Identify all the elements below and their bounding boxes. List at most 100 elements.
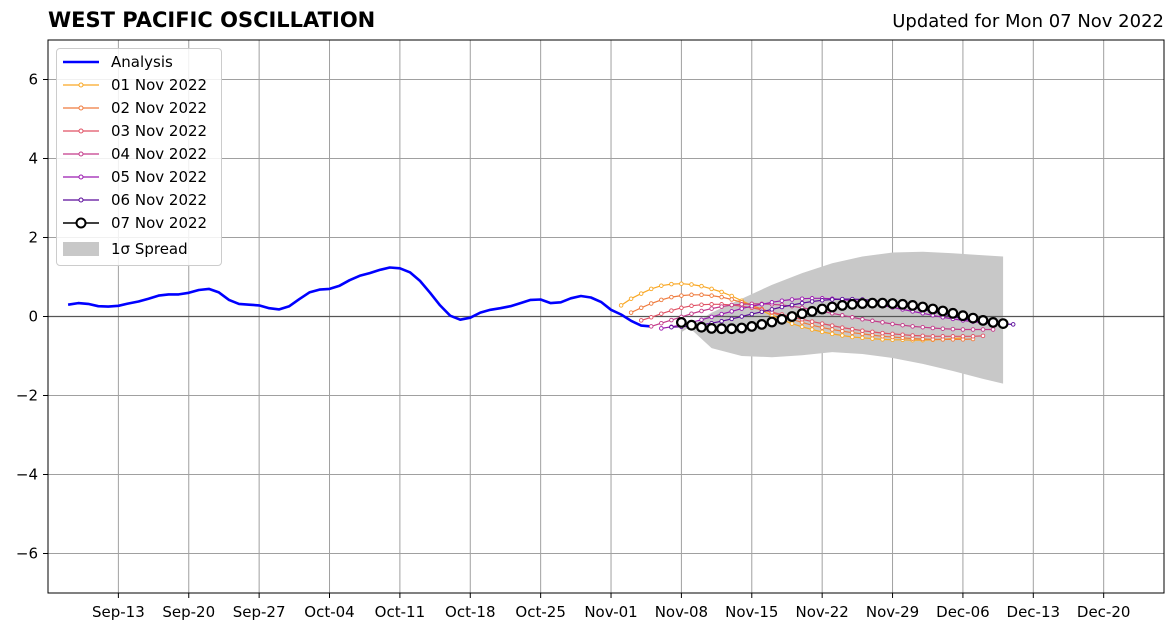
legend-swatch-icon	[63, 242, 99, 256]
forecast-point	[829, 327, 835, 332]
forecast-point	[857, 298, 868, 309]
forecast-point	[759, 302, 765, 307]
forecast-point	[709, 302, 714, 307]
forecast-point	[746, 321, 758, 332]
forecast-point	[659, 297, 664, 303]
forecast-point	[709, 286, 714, 292]
forecast-point	[920, 324, 925, 330]
forecast-point	[930, 325, 936, 331]
forecast-point	[779, 298, 785, 303]
forecast-point	[829, 323, 835, 328]
forecast-point	[870, 318, 875, 324]
forecast-point	[829, 297, 835, 302]
forecast-point	[769, 307, 775, 312]
forecast-point	[917, 301, 929, 313]
x-tick-label: Oct-11	[375, 603, 425, 621]
forecast-point	[900, 322, 905, 328]
x-tick-label: Oct-25	[515, 603, 565, 621]
forecast-point	[759, 309, 765, 315]
forecast-point	[729, 297, 734, 302]
forecast-point	[840, 325, 845, 330]
forecast-point	[860, 317, 865, 322]
forecast-point	[809, 319, 815, 324]
legend-item-forecast: 02 Nov 2022	[57, 98, 221, 118]
forecast-point	[719, 311, 724, 317]
forecast-point	[669, 281, 674, 287]
legend: Analysis 01 Nov 2022 02 Nov 2022 03 Nov …	[56, 48, 222, 266]
legend-item-forecast: 01 Nov 2022	[57, 75, 221, 95]
forecast-point	[669, 308, 674, 313]
forecast-point	[850, 334, 855, 340]
forecast-point	[679, 281, 684, 286]
forecast-point	[970, 327, 976, 332]
forecast-point	[900, 332, 905, 337]
forecast-point	[669, 317, 674, 323]
legend-swatch-icon	[63, 60, 99, 64]
x-tick-label: Sep-27	[233, 603, 286, 621]
forecast-point	[729, 316, 734, 322]
forecast-point	[796, 308, 808, 320]
forecast-point	[729, 309, 734, 314]
forecast-point	[648, 315, 654, 320]
forecast-point	[786, 311, 798, 322]
forecast-point	[686, 319, 697, 331]
forecast-point	[819, 298, 825, 303]
forecast-point	[880, 330, 885, 336]
forecast-point	[890, 331, 895, 337]
x-axis: Sep-13 Sep-20 Sep-27 Oct-04 Oct-11 Oct-18 Oct-…	[92, 593, 1130, 621]
legend-label: Analysis	[111, 53, 173, 71]
legend-swatch-icon	[63, 174, 99, 180]
forecast-point	[980, 333, 986, 339]
forecast-point	[729, 302, 734, 308]
forecast-point	[719, 289, 724, 295]
forecast-point	[789, 302, 795, 308]
forecast-point	[887, 298, 898, 309]
forecast-point	[809, 299, 815, 304]
forecast-point	[789, 321, 795, 326]
forecast-point	[950, 326, 956, 332]
y-tick-label: 6	[28, 71, 38, 89]
x-tick-label: Nov-08	[655, 603, 708, 621]
legend-swatch-icon	[63, 217, 99, 229]
y-axis: 6 4 2 0 −2 −4 −6	[16, 71, 48, 563]
forecast-point	[628, 310, 634, 315]
legend-swatch-icon	[63, 128, 99, 134]
legend-swatch-icon	[63, 82, 99, 88]
forecast-point	[638, 318, 644, 323]
legend-label: 01 Nov 2022	[111, 76, 208, 94]
legend-label: 07 Nov 2022	[111, 214, 208, 232]
forecast-point	[679, 305, 684, 311]
forecast-point	[679, 293, 684, 298]
forecast-point	[990, 327, 996, 332]
forecast-point	[699, 302, 704, 307]
forecast-point	[739, 302, 744, 307]
forecast-point	[1010, 322, 1016, 327]
forecast-point	[850, 326, 855, 332]
forecast-point	[706, 323, 717, 334]
legend-swatch-icon	[63, 197, 99, 203]
forecast-series	[618, 281, 1016, 343]
forecast-point	[816, 303, 828, 315]
forecast-point	[749, 303, 755, 309]
forecast-point	[920, 333, 925, 339]
forecast-point	[819, 321, 825, 326]
forecast-point	[659, 283, 664, 288]
analysis-line	[67, 266, 652, 328]
forecast-point	[836, 300, 848, 311]
forecast-point	[829, 331, 835, 337]
forecast-point	[648, 286, 654, 292]
y-tick-label: 4	[28, 150, 38, 168]
forecast-point	[648, 324, 654, 329]
forecast-point	[980, 327, 986, 332]
forecast-point	[927, 303, 939, 315]
legend-label: 1σ Spread	[111, 240, 188, 258]
forecast-point	[897, 298, 908, 310]
forecast-point	[940, 326, 946, 331]
x-tick-label: Sep-13	[92, 603, 145, 621]
forecast-point	[669, 324, 674, 330]
forecast-point	[719, 318, 724, 324]
x-tick-label: Nov-29	[866, 603, 919, 621]
legend-item-forecast: 06 Nov 2022	[57, 190, 221, 210]
x-tick-label: Dec-06	[936, 603, 990, 621]
legend-label: 04 Nov 2022	[111, 145, 208, 163]
